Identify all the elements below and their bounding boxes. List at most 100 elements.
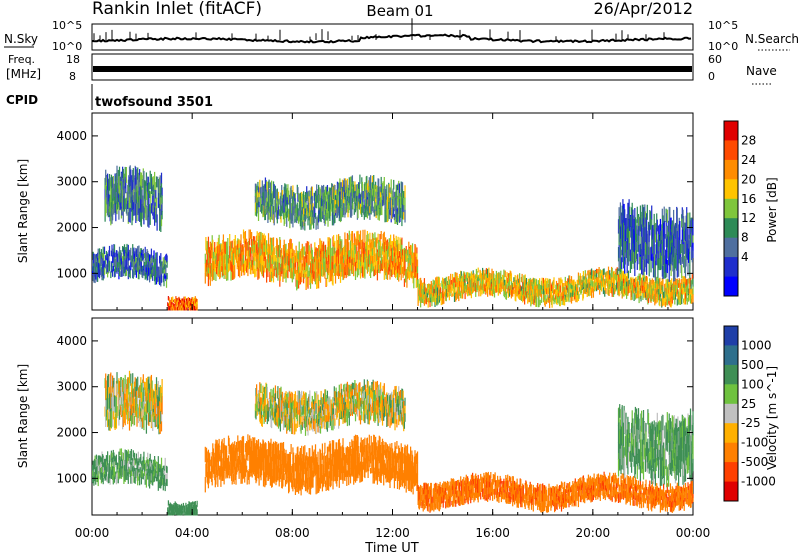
echo-cell — [393, 207, 395, 217]
echo-cell — [117, 262, 119, 268]
echo-cell — [431, 289, 434, 294]
echo-cell — [597, 278, 600, 285]
echo-cell — [621, 245, 623, 256]
echo-cell — [112, 470, 114, 476]
echo-cell — [348, 203, 350, 211]
echo-cell — [364, 253, 366, 267]
echo-cell — [171, 302, 173, 305]
echo-cell — [414, 255, 416, 267]
echo-cell — [174, 302, 176, 306]
echo-cell — [145, 172, 148, 187]
echo-cell — [354, 193, 357, 204]
echo-cell — [138, 245, 140, 258]
echo-cell — [348, 183, 350, 191]
echo-cell — [308, 245, 310, 253]
echo-cell — [145, 267, 148, 275]
echo-cell — [145, 206, 147, 221]
echo-cell — [326, 264, 328, 272]
echo-cell — [161, 195, 163, 204]
echo-cell — [264, 265, 266, 273]
echo-cell — [369, 206, 371, 214]
echo-cell — [378, 209, 380, 221]
echo-cell — [147, 400, 149, 413]
echo-cell — [430, 294, 432, 302]
echo-cell — [672, 295, 674, 301]
echo-cell — [105, 255, 107, 260]
echo-cell — [655, 223, 657, 235]
echo-cell — [184, 296, 186, 301]
echo-cell — [364, 208, 366, 218]
echo-cell — [238, 248, 240, 258]
echo-cell — [349, 256, 351, 264]
echo-cell — [324, 269, 326, 279]
echo-cell — [357, 184, 359, 196]
echo-cell — [624, 283, 626, 289]
echo-cell — [172, 299, 174, 303]
echo-cell — [392, 264, 394, 275]
echo-cell — [112, 198, 114, 210]
echo-cell — [621, 235, 623, 246]
echo-cell — [440, 287, 442, 295]
echo-cell — [417, 296, 419, 306]
echo-cell — [237, 244, 239, 251]
echo-cell — [549, 279, 551, 289]
echo-cell — [124, 387, 126, 401]
echo-cell — [240, 234, 242, 244]
echo-cell — [471, 278, 473, 284]
echo-cell — [686, 297, 688, 305]
echo-cell — [378, 257, 380, 269]
echo-cell — [590, 285, 592, 292]
power-cbar-label: Power [dB] — [765, 177, 779, 242]
echo-cell — [159, 175, 161, 194]
echo-cell — [468, 281, 470, 287]
echo-cell — [415, 266, 417, 278]
echo-cell — [281, 248, 283, 254]
echo-cell — [473, 273, 475, 279]
echo-cell — [368, 250, 370, 257]
echo-cell — [115, 412, 118, 429]
echo-cell — [600, 283, 602, 289]
echo-cell — [152, 268, 154, 276]
echo-cell — [674, 269, 676, 282]
echo-cell — [132, 373, 134, 384]
echo-cell — [119, 176, 121, 186]
echo-cell — [114, 252, 116, 258]
echo-cell — [368, 244, 370, 251]
echo-cell — [278, 256, 280, 264]
echo-cell — [151, 380, 153, 397]
echo-cell — [438, 296, 441, 303]
echo-cell — [549, 288, 551, 298]
echo-cell — [532, 296, 534, 304]
echo-cell — [112, 176, 114, 189]
echo-cell — [207, 236, 210, 250]
echo-cell — [416, 266, 419, 274]
colorbar-tick-label: 12 — [741, 211, 756, 225]
echo-cell — [216, 266, 218, 275]
echo-cell — [498, 278, 500, 286]
echo-cell — [121, 267, 123, 277]
echo-cell — [105, 465, 107, 473]
echo-cell — [153, 391, 155, 399]
echo-cell — [560, 277, 562, 284]
echo-cell — [339, 268, 342, 283]
echo-cell — [260, 231, 262, 241]
echo-cell — [492, 289, 494, 297]
echo-cell — [411, 265, 413, 272]
echo-cell — [667, 287, 669, 295]
echo-cell — [182, 298, 184, 302]
echo-cell — [269, 211, 272, 223]
echo-cell — [684, 255, 686, 274]
echo-cell — [215, 255, 217, 265]
echo-cell — [95, 475, 97, 485]
echo-cell — [350, 200, 352, 210]
echo-cell — [391, 190, 393, 201]
echo-cell — [279, 239, 282, 249]
echo-cell — [328, 195, 330, 204]
echo-cell — [264, 201, 266, 212]
echo-cell — [676, 208, 678, 232]
echo-cell — [401, 211, 404, 220]
echo-cell — [444, 278, 446, 285]
power-echoes — [92, 165, 694, 311]
echo-cell — [126, 379, 128, 390]
echo-cell — [134, 386, 136, 397]
